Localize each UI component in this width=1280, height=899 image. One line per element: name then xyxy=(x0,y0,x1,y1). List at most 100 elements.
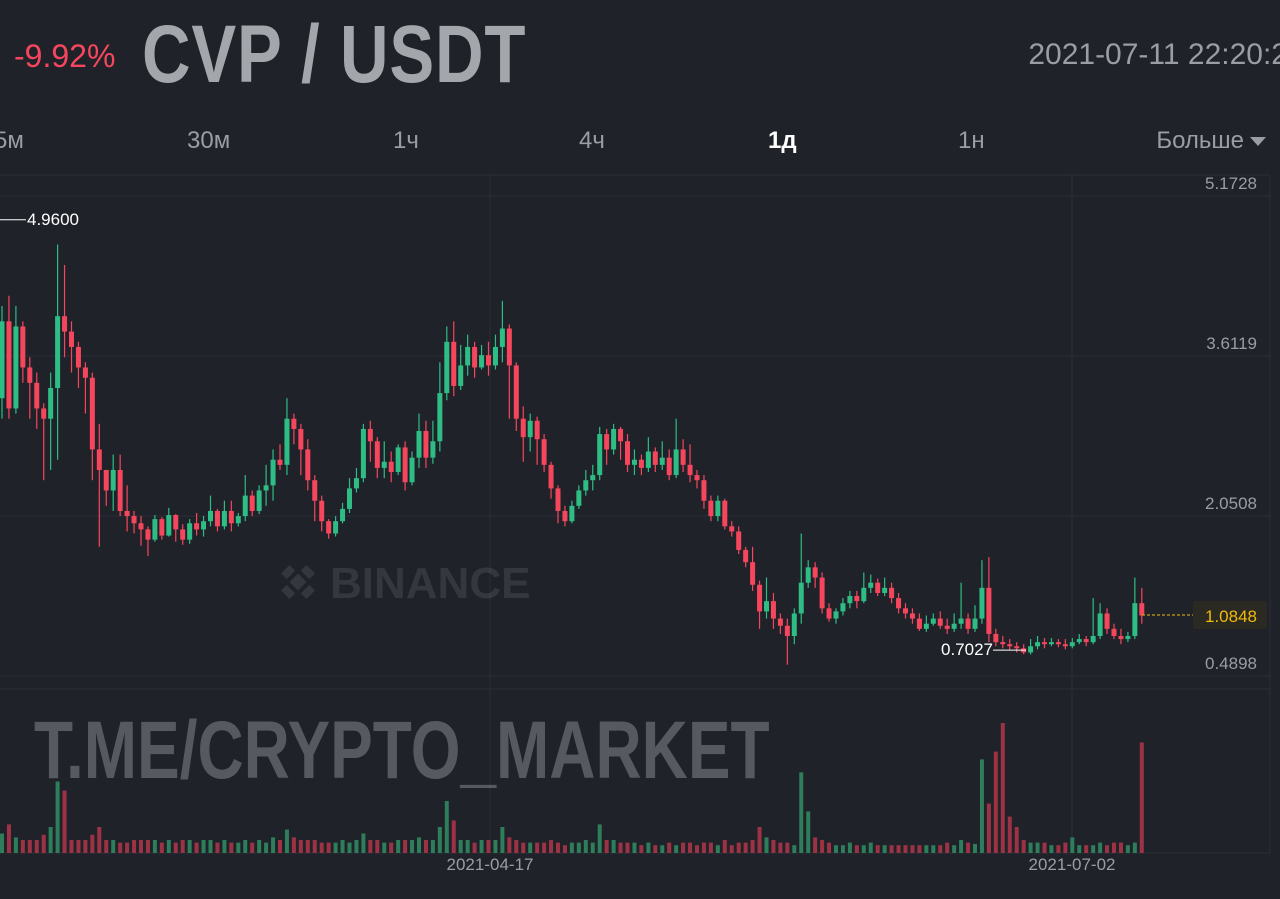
volume-bar xyxy=(1077,845,1082,853)
candle xyxy=(812,562,818,588)
volume-bar xyxy=(875,845,880,853)
volume-bar xyxy=(298,840,303,853)
candle-body xyxy=(284,418,290,465)
volume-bar xyxy=(284,829,289,853)
channel-watermark: T.ME/CRYPTO_MARKET xyxy=(34,705,770,796)
volume-bar xyxy=(681,842,686,853)
candle xyxy=(492,334,498,370)
candle xyxy=(451,321,457,397)
candle xyxy=(138,516,144,546)
candle xyxy=(472,341,478,378)
candle xyxy=(1028,639,1034,655)
candle-body xyxy=(958,618,964,624)
candle-body xyxy=(277,459,283,465)
candle xyxy=(590,464,596,491)
candle-body xyxy=(673,449,679,476)
candle xyxy=(882,577,888,597)
candle xyxy=(159,517,165,540)
candle xyxy=(298,423,304,476)
volume-bar xyxy=(917,845,922,853)
candle xyxy=(1104,608,1110,634)
candle xyxy=(757,580,763,629)
candle-body xyxy=(812,567,818,578)
candle xyxy=(631,449,637,476)
tab-1w[interactable]: 1н xyxy=(958,127,985,154)
candle xyxy=(722,498,728,530)
candle xyxy=(993,628,999,647)
candle-body xyxy=(645,451,651,468)
candle xyxy=(791,608,797,645)
volume-bar xyxy=(604,840,609,853)
candle-body xyxy=(736,531,742,550)
volume-bar xyxy=(1091,845,1096,853)
candle xyxy=(0,305,5,419)
candle xyxy=(903,603,908,619)
candle-body xyxy=(805,567,811,583)
candle-body xyxy=(388,461,394,473)
candle-body xyxy=(784,625,790,637)
tab-1h[interactable]: 1ч xyxy=(393,127,419,154)
x-tick-label: 2021-07-02 xyxy=(1029,855,1116,874)
volume-bar xyxy=(1014,827,1019,853)
volume-bar xyxy=(493,840,498,853)
candle-body xyxy=(576,490,582,506)
candle xyxy=(625,434,630,473)
candle xyxy=(868,574,874,593)
volume-bar xyxy=(83,840,88,853)
candle-body xyxy=(875,582,881,593)
volume-bar xyxy=(13,837,18,853)
volume-bar xyxy=(840,845,845,853)
candle xyxy=(527,413,533,452)
volume-bar xyxy=(278,840,282,853)
candle-body xyxy=(347,488,352,509)
volume-bar xyxy=(820,840,825,853)
volume-bar xyxy=(403,840,408,853)
candle xyxy=(1007,639,1013,651)
candle-body xyxy=(465,346,471,366)
more-intervals-button[interactable]: Больше xyxy=(1156,127,1266,155)
volume-bar xyxy=(236,842,241,853)
candle-body xyxy=(437,393,443,442)
tab-5m[interactable]: 5м xyxy=(0,127,24,154)
tab-4h[interactable]: 4ч xyxy=(579,127,605,154)
candle-body xyxy=(583,480,589,491)
volume-bar xyxy=(1132,842,1137,853)
volume-bar xyxy=(1042,842,1047,853)
volume-bar xyxy=(1098,842,1103,853)
volume-bar xyxy=(743,842,748,853)
volume-bar xyxy=(20,840,25,853)
candle-body xyxy=(6,321,12,409)
volume-bar xyxy=(910,845,915,853)
volume-bar xyxy=(62,790,67,853)
tab-30m[interactable]: 30м xyxy=(187,127,231,154)
candlestick-chart[interactable]: BINANCE 4.9600 0.7027 1.0848 5.1728 3.6119 2… xyxy=(0,170,1280,899)
candle xyxy=(889,582,895,604)
volume-bar xyxy=(465,840,470,853)
candle-body xyxy=(270,459,276,486)
volume-bar xyxy=(333,842,338,853)
volume-bar xyxy=(827,842,832,853)
candle xyxy=(896,592,902,614)
candle xyxy=(576,485,582,509)
candle xyxy=(666,449,672,481)
candle-body xyxy=(0,321,5,399)
candle-body xyxy=(1083,639,1089,643)
candle-body xyxy=(618,428,624,442)
candle xyxy=(82,362,88,414)
binance-watermark-text: BINANCE xyxy=(330,559,530,608)
candle-body xyxy=(55,316,61,388)
x-axis: 2021-04-17 2021-07-02 xyxy=(447,855,1116,874)
volume-bar xyxy=(979,759,984,853)
candle xyxy=(333,516,339,537)
candle xyxy=(20,321,26,383)
volume-bar xyxy=(444,801,449,853)
tab-1d[interactable]: 1д xyxy=(768,127,797,154)
volume-bar xyxy=(500,827,505,853)
candle xyxy=(750,546,756,591)
candle-body xyxy=(819,577,825,609)
candle xyxy=(124,485,130,532)
candle xyxy=(103,469,109,506)
candle xyxy=(465,334,471,376)
candle-body xyxy=(319,500,325,522)
volume-bar xyxy=(736,842,741,853)
